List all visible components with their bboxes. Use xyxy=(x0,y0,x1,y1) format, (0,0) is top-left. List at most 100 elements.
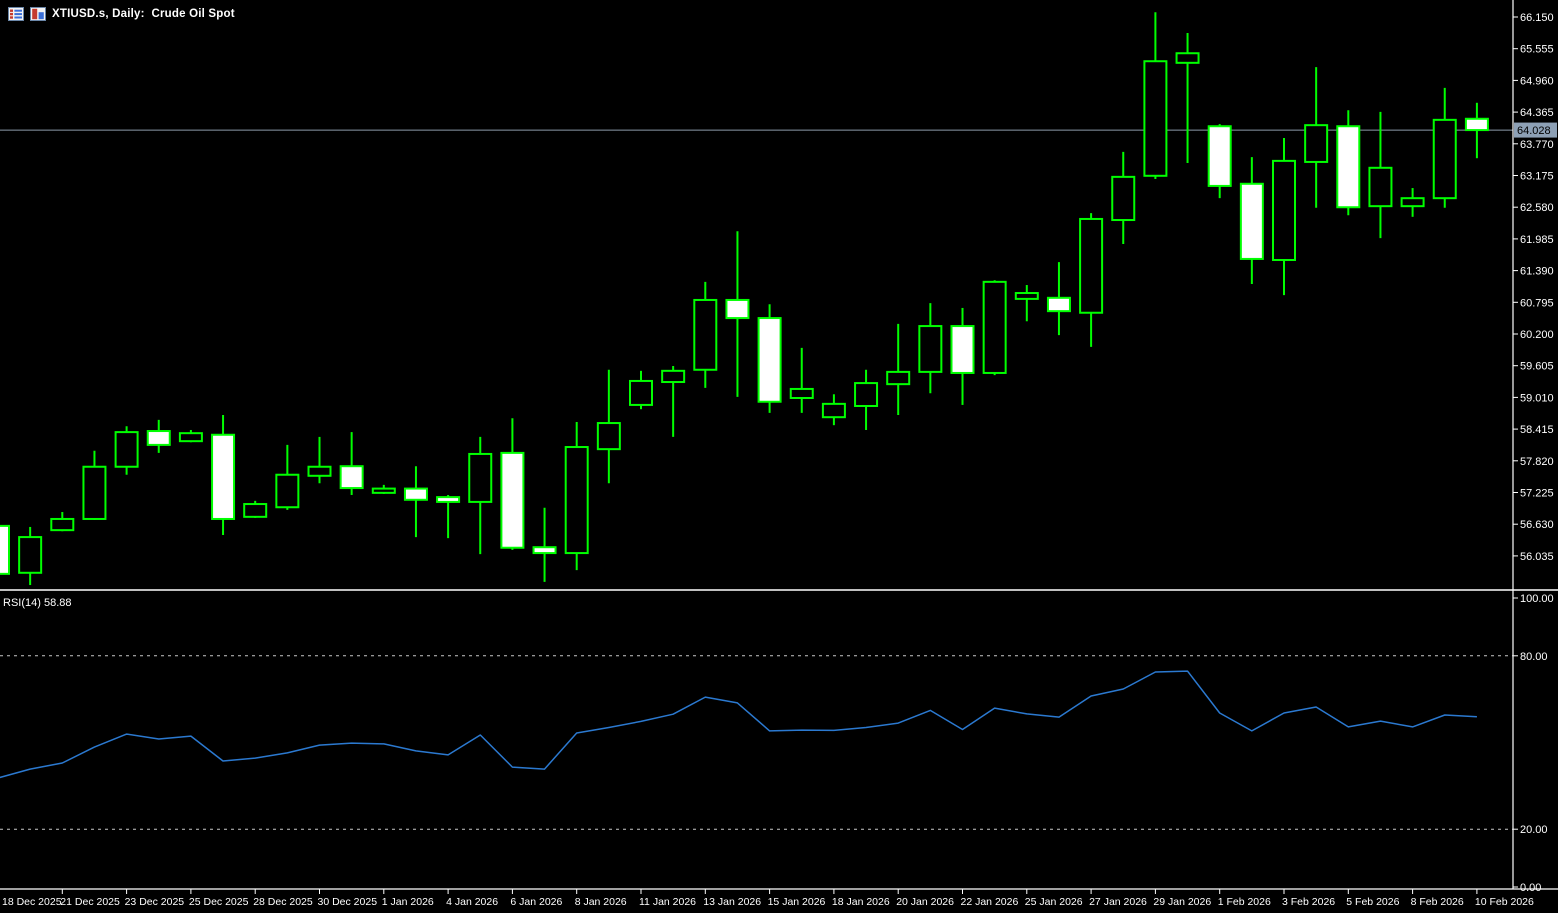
candle xyxy=(532,507,557,582)
date-axis-label: 21 Dec 2025 xyxy=(60,896,120,908)
candle xyxy=(50,512,75,532)
candle xyxy=(854,369,879,430)
chart-title: XTIUSD.s, Daily: Crude Oil Spot xyxy=(52,8,235,20)
date-axis-label: 23 Dec 2025 xyxy=(125,896,185,908)
date-axis-label: 10 Feb 2026 xyxy=(1475,896,1534,908)
price-axis-label: 61.390 xyxy=(1520,266,1554,278)
candle xyxy=(1207,124,1232,199)
candle xyxy=(114,426,139,475)
price-axis-label: 60.200 xyxy=(1520,329,1554,341)
date-axis-label: 8 Feb 2026 xyxy=(1411,896,1464,908)
price-axis-label: 56.035 xyxy=(1520,551,1554,563)
candle xyxy=(1464,102,1489,159)
price-axis-label: 63.175 xyxy=(1520,171,1554,183)
candle xyxy=(275,444,300,510)
candle xyxy=(629,370,653,410)
date-axis-label: 30 Dec 2025 xyxy=(318,896,378,908)
candle xyxy=(1079,213,1104,347)
candle xyxy=(1304,67,1329,208)
candles-layer xyxy=(0,12,1489,586)
date-axis-label: 22 Jan 2026 xyxy=(961,896,1019,908)
date-axis-label: 6 Jan 2026 xyxy=(510,896,562,908)
candle xyxy=(821,394,846,426)
rsi-line xyxy=(0,670,1477,779)
candle xyxy=(1336,110,1361,216)
date-axis-label: 13 Jan 2026 xyxy=(703,896,761,908)
price-axis-label: 56.630 xyxy=(1520,519,1554,531)
price-axis-label: 57.225 xyxy=(1520,488,1554,500)
candle xyxy=(18,526,43,586)
price-axis-label: 62.580 xyxy=(1520,202,1554,214)
candle xyxy=(982,280,1007,376)
price-axis-label: 64.960 xyxy=(1520,75,1554,87)
rsi-subwindow[interactable] xyxy=(0,655,1513,830)
rsi-axis-label: 20.00 xyxy=(1520,824,1548,836)
date-axis-label: 18 Jan 2026 xyxy=(832,896,890,908)
price-axis[interactable]: 66.150 65.555 64.960 64.365 63.770 63.175 62.5… xyxy=(1513,12,1554,563)
candle xyxy=(371,484,396,494)
date-axis-label: 11 Jan 2026 xyxy=(639,896,696,908)
candle xyxy=(789,347,814,413)
rsi-axis[interactable]: 100.00 80.00 20.00 0.00 xyxy=(1513,593,1554,894)
date-axis-label: 15 Jan 2026 xyxy=(768,896,826,908)
candle xyxy=(1272,137,1296,296)
date-axis-label: 25 Dec 2025 xyxy=(189,896,249,908)
candle xyxy=(1368,111,1393,239)
candle xyxy=(564,421,589,571)
price-axis-label: 60.795 xyxy=(1520,297,1554,309)
price-axis-label: 57.820 xyxy=(1520,456,1554,468)
candle xyxy=(1143,12,1168,179)
candle xyxy=(757,304,782,413)
rsi-axis-label: 100.00 xyxy=(1520,593,1554,605)
bid-price-tag: 64.028 xyxy=(1514,122,1557,138)
candle xyxy=(596,369,621,484)
candle xyxy=(500,418,525,550)
price-axis-label: 59.605 xyxy=(1520,361,1554,373)
date-axis-label: 18 Dec 2025 xyxy=(2,896,62,908)
market-watch-icon[interactable] xyxy=(8,6,24,22)
candle xyxy=(1239,157,1264,284)
candle xyxy=(339,432,364,495)
price-axis-label: 64.365 xyxy=(1520,107,1554,119)
rsi-axis-label: 80.00 xyxy=(1520,651,1548,663)
candle xyxy=(950,307,975,405)
candle xyxy=(1432,87,1457,208)
candle xyxy=(1046,262,1071,336)
candle xyxy=(243,500,268,518)
candle xyxy=(1111,151,1136,245)
candle xyxy=(0,524,10,575)
candle xyxy=(725,231,750,397)
candle xyxy=(1400,188,1425,217)
candle xyxy=(693,281,718,388)
candle xyxy=(146,419,171,453)
date-axis-label: 8 Jan 2026 xyxy=(575,896,627,908)
chart-icon[interactable] xyxy=(30,6,46,22)
price-axis-label: 61.985 xyxy=(1520,234,1554,246)
candle xyxy=(1175,32,1200,164)
candle xyxy=(178,429,203,443)
date-axis-label: 3 Feb 2026 xyxy=(1282,896,1335,908)
rsi-axis-label: 0.00 xyxy=(1520,882,1541,894)
date-axis-label: 25 Jan 2026 xyxy=(1025,896,1083,908)
indicator-label: RSI(14) 58.88 xyxy=(3,597,72,609)
date-axis-label: 4 Jan 2026 xyxy=(446,896,498,908)
price-axis-label: 59.010 xyxy=(1520,392,1554,404)
candle xyxy=(661,366,686,437)
price-axis-label: 63.770 xyxy=(1520,139,1554,151)
price-axis-label: 65.555 xyxy=(1520,44,1554,56)
chart-header: XTIUSD.s, Daily: Crude Oil Spot xyxy=(8,4,235,24)
price-axis-label: 66.150 xyxy=(1520,12,1554,24)
candle xyxy=(436,494,461,539)
date-axis-label: 1 Feb 2026 xyxy=(1218,896,1271,908)
date-axis-label: 27 Jan 2026 xyxy=(1089,896,1147,908)
candle xyxy=(1014,285,1039,322)
date-axis-label: 20 Jan 2026 xyxy=(896,896,954,908)
candle xyxy=(886,323,911,416)
date-axis-label: 28 Dec 2025 xyxy=(253,896,313,908)
candle xyxy=(211,415,236,535)
candle xyxy=(468,436,493,555)
